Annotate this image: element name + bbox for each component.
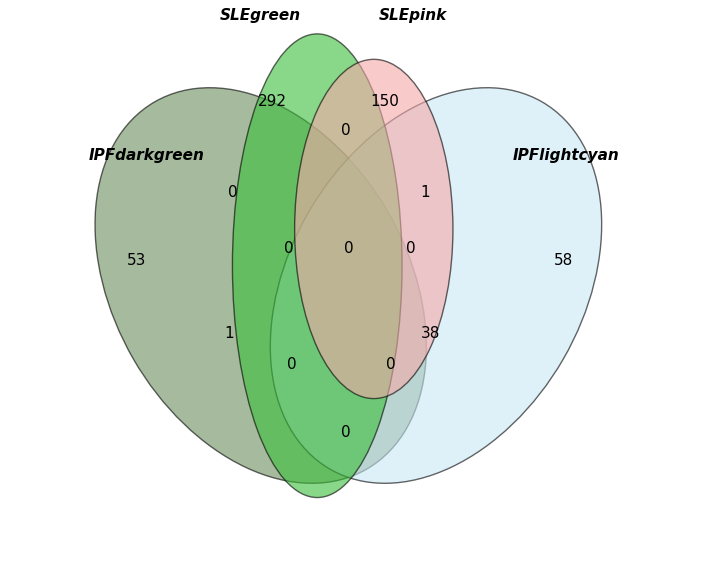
Text: 0: 0	[284, 241, 294, 256]
Text: 0: 0	[227, 184, 237, 200]
Text: 58: 58	[554, 252, 573, 268]
Text: 0: 0	[341, 425, 350, 440]
Ellipse shape	[270, 88, 602, 483]
Text: 0: 0	[341, 123, 350, 138]
Text: 0: 0	[287, 357, 297, 372]
Text: SLEgreen: SLEgreen	[220, 9, 302, 23]
Text: 0: 0	[386, 357, 396, 372]
Ellipse shape	[295, 59, 453, 399]
Text: 0: 0	[406, 241, 416, 256]
Text: 53: 53	[127, 252, 146, 268]
Text: IPFdarkgreen: IPFdarkgreen	[88, 148, 204, 163]
Text: 150: 150	[371, 94, 399, 109]
Text: 1: 1	[420, 184, 430, 200]
Text: 1: 1	[224, 326, 234, 341]
Text: 38: 38	[421, 326, 440, 341]
Text: 292: 292	[258, 94, 287, 109]
Ellipse shape	[232, 34, 402, 497]
Ellipse shape	[95, 88, 426, 483]
Text: IPFlightcyan: IPFlightcyan	[513, 148, 620, 163]
Text: SLEpink: SLEpink	[379, 9, 447, 23]
Text: 0: 0	[343, 241, 353, 256]
